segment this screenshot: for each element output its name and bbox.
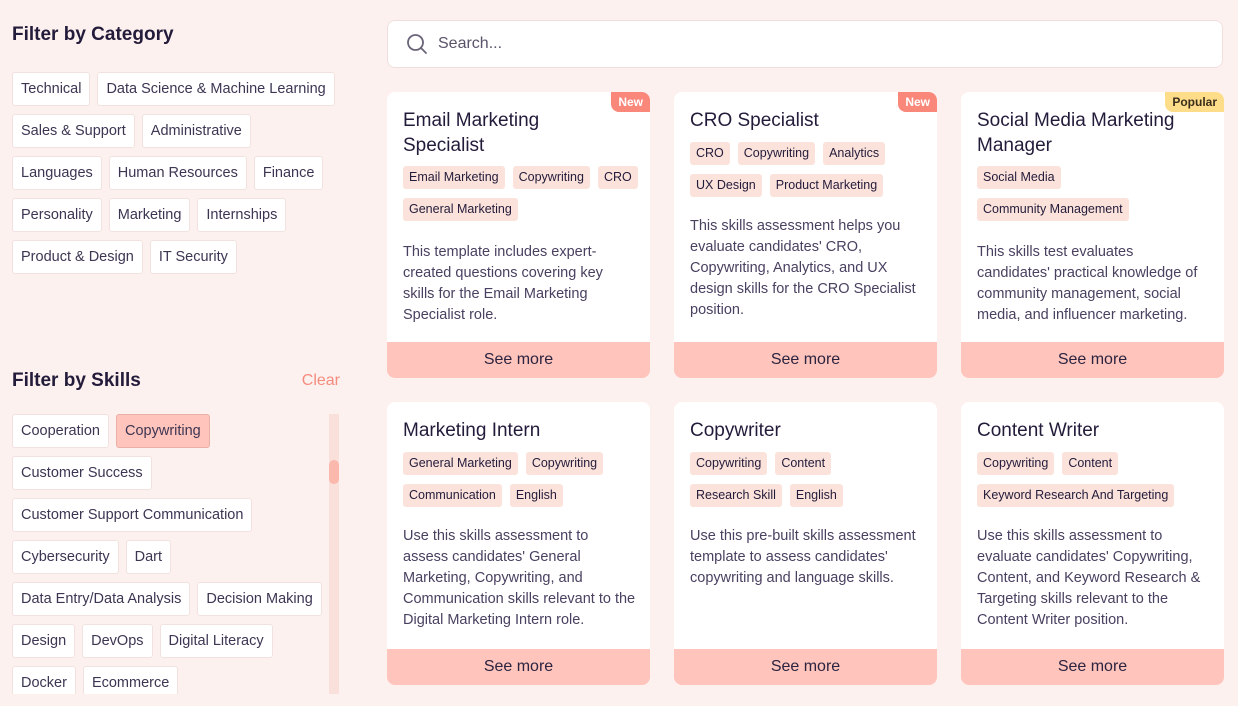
skill-tag: General Marketing: [403, 452, 518, 475]
skill-tag: UX Design: [690, 174, 762, 197]
tag-list: CRO Copywriting Analytics UX Design Product …: [690, 142, 927, 197]
clear-button[interactable]: Clear: [301, 372, 340, 389]
category-chip[interactable]: Personality: [12, 198, 102, 232]
skill-tag: Copywriting: [690, 452, 768, 475]
skill-chip[interactable]: Decision Making: [197, 582, 322, 616]
skill-tag: Copywriting: [512, 166, 590, 189]
skill-tag: Content: [1062, 452, 1119, 475]
category-chip[interactable]: Languages: [12, 156, 102, 190]
template-card: New CRO Specialist CRO Copywriting Analytics…: [674, 92, 937, 378]
card-description: This template includes expert-created qu…: [403, 244, 603, 323]
filter-skills-title: Filter by Skills: [12, 370, 141, 391]
filter-category-title: Filter by Category: [12, 24, 174, 45]
category-chip[interactable]: Data Science & Machine Learning: [97, 72, 335, 106]
tag-list: Copywriting Content Research Skill English: [690, 452, 927, 507]
skill-tag: Copywriting: [977, 452, 1055, 475]
see-more-button[interactable]: See more: [961, 649, 1224, 685]
skills-list-container: Cooperation Copywriting Customer Success Cu…: [12, 414, 340, 694]
card-title: Content Writer: [977, 420, 1100, 441]
skill-chip[interactable]: Customer Support Communication: [12, 498, 253, 532]
card-description: This skills assessment helps you evaluat…: [690, 218, 916, 318]
card-description: This skills test evaluates candidates' p…: [977, 244, 1198, 323]
template-grid: New Email Marketing Specialist Email Marke…: [387, 92, 1224, 685]
category-list: Technical Data Science & Machine Learning…: [12, 72, 340, 274]
template-card: Marketing Intern General Marketing Copywri…: [387, 402, 650, 685]
badge-popular: Popular: [1165, 92, 1224, 112]
skill-chip[interactable]: Cybersecurity: [12, 540, 119, 574]
card-title: Copywriter: [690, 420, 781, 441]
see-more-button[interactable]: See more: [961, 342, 1224, 378]
skills-list: Cooperation Copywriting Customer Success Cu…: [12, 414, 322, 694]
template-card: New Email Marketing Specialist Email Marke…: [387, 92, 650, 378]
category-chip[interactable]: Marketing: [108, 198, 191, 232]
search-icon: [407, 34, 427, 54]
search-input[interactable]: [438, 35, 1198, 53]
card-description: Use this skills assessment to evaluate c…: [977, 528, 1201, 628]
skill-chip[interactable]: Cooperation: [12, 414, 109, 448]
see-more-button[interactable]: See more: [674, 342, 937, 378]
skill-chip[interactable]: Ecommerce: [82, 666, 179, 694]
category-chip[interactable]: Internships: [197, 198, 287, 232]
skill-tag: Product Marketing: [769, 174, 884, 197]
category-chip[interactable]: Technical: [12, 72, 91, 106]
skill-tag: Copywriting: [737, 142, 816, 165]
skill-tag: Research Skill: [690, 484, 782, 507]
skill-tag: Analytics: [823, 142, 886, 165]
skill-tag: CRO: [597, 166, 638, 189]
skill-tag: English: [789, 484, 843, 507]
card-title: Marketing Intern: [403, 420, 541, 441]
skill-chip[interactable]: DevOps: [82, 624, 153, 658]
search-bar[interactable]: [387, 20, 1223, 68]
skill-tag: Social Media: [977, 166, 1061, 189]
template-card: Copywriter Copywriting Content Research Ski…: [674, 402, 937, 685]
skill-tag: Keyword Research And Targeting: [977, 484, 1175, 507]
card-description: Use this skills assessment to assess can…: [403, 528, 636, 628]
tag-list: Email Marketing Copywriting CRO General Mar…: [403, 166, 640, 221]
category-chip[interactable]: Finance: [253, 156, 324, 190]
category-chip[interactable]: IT Security: [149, 240, 237, 274]
skill-tag: CRO: [690, 142, 730, 165]
template-card: Content Writer Copywriting Content Keyword …: [961, 402, 1224, 685]
category-chip[interactable]: Sales & Support: [12, 114, 135, 148]
skill-tag: Community Management: [977, 198, 1129, 221]
skills-header: Filter by Skills Clear: [12, 370, 340, 392]
badge-new: New: [611, 92, 650, 112]
category-chip[interactable]: Administrative: [141, 114, 251, 148]
tag-list: General Marketing Copywriting Communicatio…: [403, 452, 640, 507]
category-chip[interactable]: Human Resources: [108, 156, 247, 190]
skill-chip[interactable]: Data Entry/Data Analysis: [12, 582, 191, 616]
see-more-button[interactable]: See more: [674, 649, 937, 685]
skill-chip[interactable]: Customer Success: [12, 456, 152, 490]
tag-list: Social Media Community Management: [977, 166, 1214, 221]
skill-tag: General Marketing: [403, 198, 518, 221]
template-card: Popular Social Media Marketing Manager Soc…: [961, 92, 1224, 378]
card-title: Email Marketing Specialist: [403, 110, 540, 156]
skill-tag: Copywriting: [525, 452, 604, 475]
skill-tag: Content: [775, 452, 832, 475]
tag-list: Copywriting Content Keyword Research And T…: [977, 452, 1214, 507]
skill-chip[interactable]: Dart: [125, 540, 172, 574]
skill-chip[interactable]: Docker: [12, 666, 76, 694]
scrollbar-thumb[interactable]: [329, 460, 339, 484]
skill-tag: Email Marketing: [403, 166, 505, 189]
skill-chip[interactable]: Design: [12, 624, 76, 658]
see-more-button[interactable]: See more: [387, 649, 650, 685]
card-title: CRO Specialist: [690, 110, 819, 131]
skill-chip[interactable]: Digital Literacy: [159, 624, 273, 658]
skill-tag: English: [509, 484, 563, 507]
see-more-button[interactable]: See more: [387, 342, 650, 378]
skill-tag: Communication: [403, 484, 502, 507]
badge-new: New: [898, 92, 937, 112]
category-chip[interactable]: Product & Design: [12, 240, 143, 274]
skills-scrollbar[interactable]: [329, 414, 339, 694]
skill-chip[interactable]: Copywriting: [116, 414, 210, 448]
card-description: Use this pre-built skills assessment tem…: [690, 528, 916, 586]
card-title: Social Media Marketing Manager: [977, 110, 1175, 156]
